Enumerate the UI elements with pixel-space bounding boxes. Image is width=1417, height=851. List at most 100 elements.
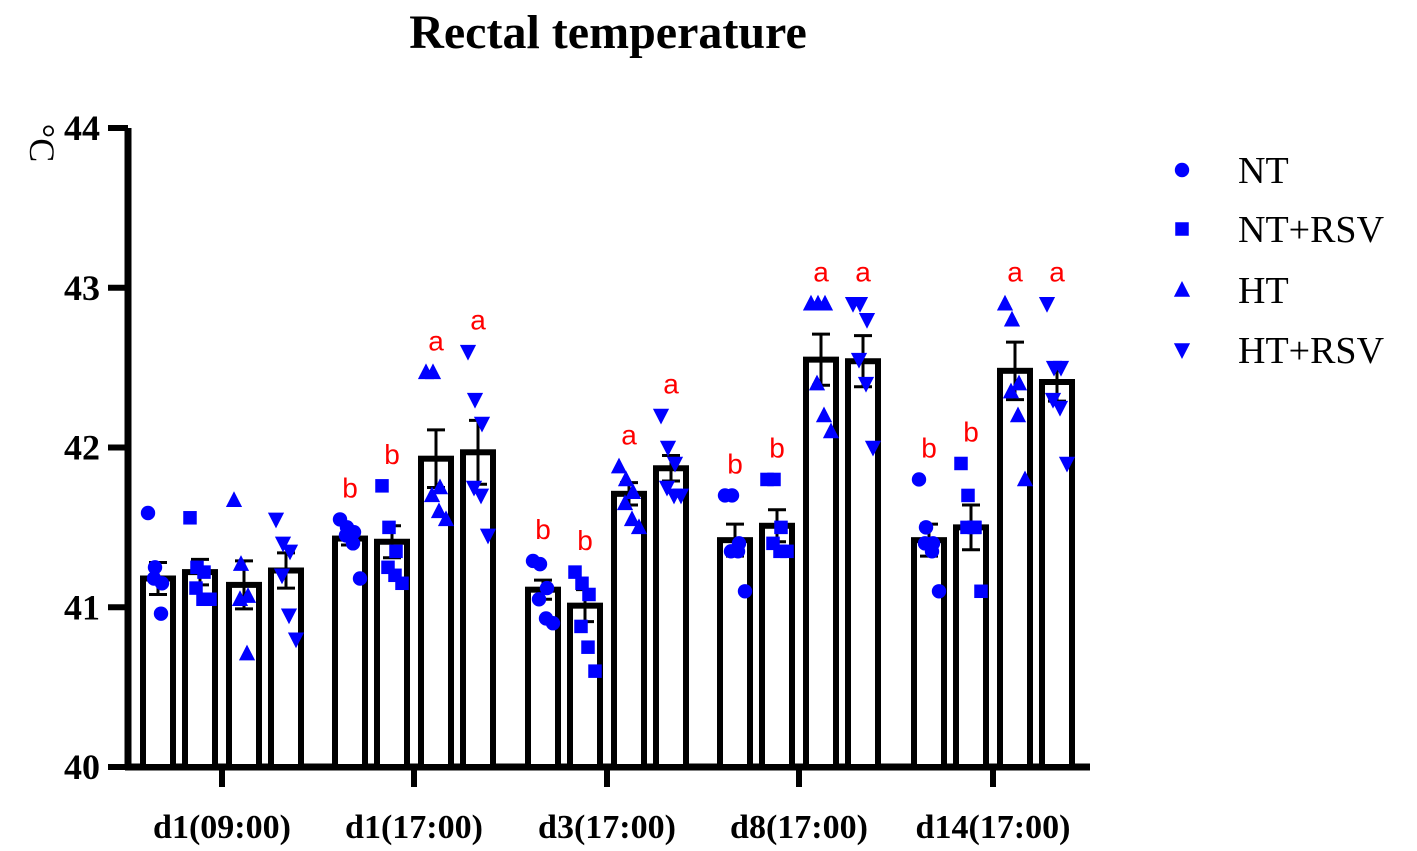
- bar: [611, 490, 647, 770]
- data-point: [424, 363, 442, 380]
- data-point: [767, 472, 781, 487]
- y-tick-label: 43: [64, 268, 100, 308]
- data-point: [437, 510, 455, 527]
- data-point: [345, 536, 361, 551]
- significance-letter: a: [1007, 257, 1023, 288]
- data-point: [531, 592, 547, 607]
- data-point: [431, 478, 449, 495]
- x-category-label: d8(17:00): [730, 809, 868, 846]
- data-point: [532, 556, 548, 572]
- data-point: [931, 584, 947, 599]
- data-point: [225, 491, 243, 507]
- bar: [460, 449, 496, 770]
- x-category-label: d1(09:00): [153, 809, 291, 846]
- data-point: [459, 344, 477, 361]
- data-point: [274, 536, 292, 553]
- data-point: [780, 544, 794, 559]
- data-point: [238, 644, 256, 661]
- bar: [997, 367, 1033, 770]
- data-point: [581, 640, 595, 654]
- y-tick-label: 42: [64, 428, 100, 468]
- category-labels: d1(09:00) d1(17:00) d3(17:00) d8(17:00) d14(…: [153, 767, 1070, 846]
- significance-letter: b: [535, 514, 551, 545]
- data-point: [610, 457, 628, 474]
- x-category-label: d14(17:00): [916, 809, 1071, 846]
- significance-letter: a: [663, 369, 679, 400]
- data-points-layer: [140, 294, 1076, 678]
- data-point: [473, 416, 491, 433]
- data-point: [140, 505, 156, 521]
- y-tick-label: 40: [64, 747, 100, 787]
- data-point: [465, 480, 483, 497]
- data-point: [430, 502, 448, 519]
- data-point: [423, 486, 441, 503]
- data-point: [666, 456, 684, 473]
- data-point: [375, 479, 389, 493]
- data-point: [858, 312, 876, 329]
- legend-label: NT+RSV: [1238, 209, 1385, 251]
- data-point: [568, 565, 582, 579]
- y-tick-label: 44: [64, 108, 100, 148]
- data-point: [280, 608, 298, 625]
- data-point: [815, 406, 833, 423]
- data-point: [652, 408, 670, 425]
- data-point: [389, 544, 403, 559]
- data-point: [231, 590, 249, 607]
- data-point: [1003, 310, 1021, 327]
- significance-letter: b: [577, 525, 593, 556]
- data-point: [267, 512, 285, 529]
- data-point: [623, 510, 641, 527]
- data-point: [724, 488, 740, 503]
- data-point: [588, 664, 602, 678]
- bars-layer: [140, 356, 1075, 771]
- significance-letter: a: [855, 257, 871, 288]
- data-point: [1016, 470, 1034, 487]
- data-point: [232, 555, 250, 571]
- data-point: [737, 584, 753, 599]
- chart-title: Rectal temperature: [409, 6, 807, 59]
- data-point: [582, 587, 596, 602]
- bar: [953, 524, 989, 770]
- data-point: [974, 584, 988, 599]
- data-point: [850, 352, 868, 369]
- data-point: [1051, 400, 1069, 417]
- data-point: [479, 528, 497, 545]
- legend-marker: [1174, 162, 1190, 178]
- data-point: [924, 544, 940, 559]
- data-point: [183, 511, 197, 525]
- significance-letter: a: [813, 257, 829, 288]
- significance-letter: a: [428, 325, 444, 356]
- data-point: [189, 581, 203, 595]
- bar: [845, 358, 881, 770]
- data-point: [911, 472, 927, 487]
- data-point: [287, 632, 305, 649]
- data-point: [1010, 374, 1028, 391]
- data-point: [967, 520, 981, 535]
- bar: [653, 465, 689, 770]
- data-point: [617, 470, 635, 487]
- data-point: [382, 520, 396, 535]
- legend-marker: [1175, 222, 1189, 236]
- data-point: [961, 488, 975, 503]
- data-point: [857, 376, 875, 393]
- legend-marker: [1173, 281, 1191, 297]
- legend-label: HT: [1238, 270, 1289, 312]
- data-point: [1052, 360, 1070, 377]
- y-axis-label: °C: [22, 124, 62, 162]
- legend-label: NT: [1238, 150, 1289, 192]
- x-category-label: d3(17:00): [538, 809, 676, 846]
- bar: [226, 581, 262, 771]
- data-point: [918, 520, 934, 535]
- data-point: [575, 576, 589, 591]
- y-axis-ticks: 40 41 42 43 44: [64, 108, 128, 787]
- significance-letter: b: [727, 448, 743, 479]
- bar: [1039, 379, 1075, 770]
- x-category-label: d1(17:00): [345, 809, 483, 846]
- data-point: [996, 294, 1014, 311]
- data-point: [539, 580, 555, 596]
- data-point: [659, 440, 677, 457]
- data-point: [1044, 392, 1062, 409]
- data-point: [672, 488, 690, 505]
